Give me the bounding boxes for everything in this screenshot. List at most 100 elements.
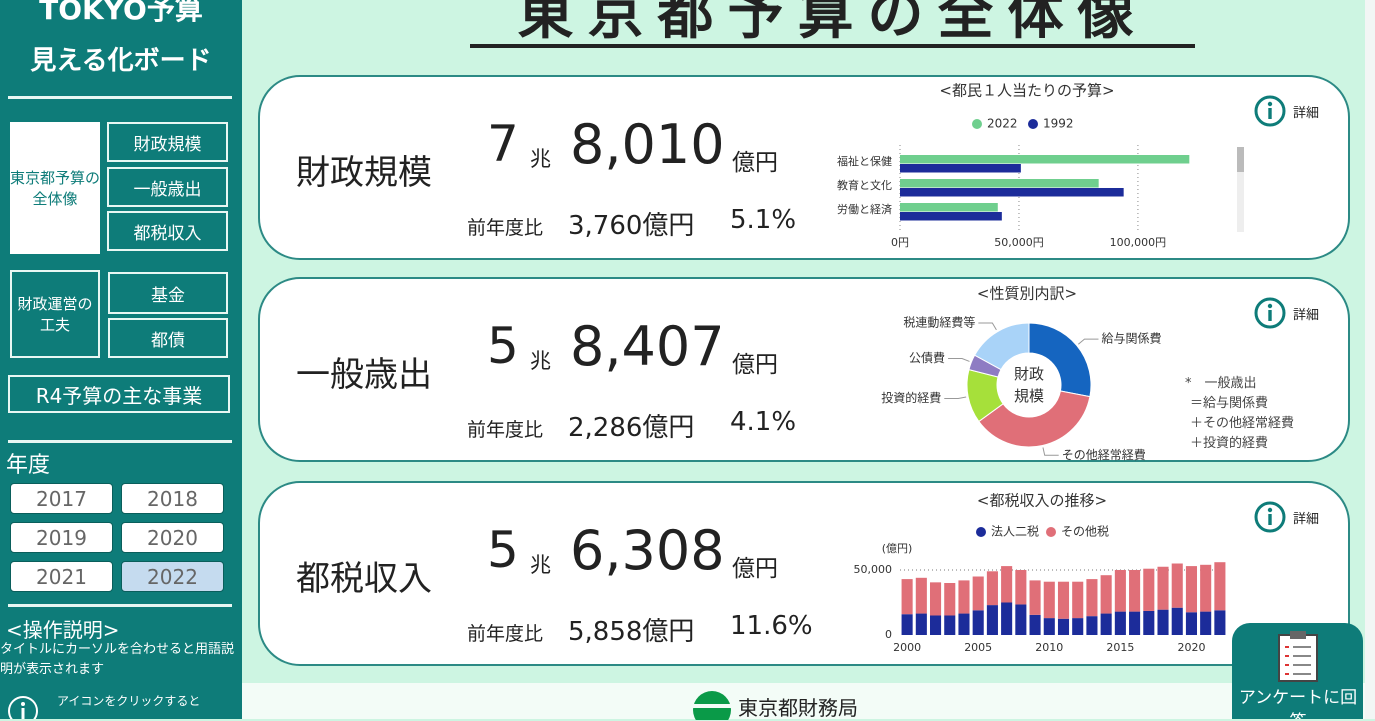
y-tick-label: 労働と経済 bbox=[837, 202, 892, 216]
icon-dot bbox=[1267, 101, 1273, 107]
y-axis-label: (億円) bbox=[882, 542, 913, 555]
bar-segment bbox=[1029, 614, 1041, 635]
donut-slice bbox=[978, 390, 1091, 448]
bar-segment bbox=[1185, 612, 1198, 635]
y-tick-label: 0 bbox=[885, 628, 892, 641]
year-button[interactable]: 2020 bbox=[121, 522, 224, 553]
chart: <都税収入の推移> 法人二税 その他税 (億円) 0 50,000 2000 2005 2010… bbox=[854, 492, 1227, 654]
bar-segment bbox=[1086, 579, 1098, 617]
year-button[interactable]: 2019 bbox=[10, 522, 113, 553]
bar-segment bbox=[1157, 566, 1169, 610]
feature-button[interactable]: R4予算の主な事業 bbox=[8, 375, 230, 413]
summary-card: 都税収入 5 兆 6,308 億円 前年度比 5,858億円 11.6% 詳細 <都税収入の推移>… bbox=[258, 481, 1350, 666]
bar-segment bbox=[1015, 570, 1027, 605]
note-line: ＋投資的経費 bbox=[1190, 436, 1269, 451]
change-pct: 5.1% bbox=[730, 205, 797, 235]
unit-trillion: 兆 bbox=[530, 349, 551, 373]
x-tick-label: 2000 bbox=[893, 641, 921, 654]
survey-text: アンケートに回答 bbox=[1238, 688, 1358, 719]
leader-line bbox=[1042, 447, 1059, 456]
survey-icon bbox=[1278, 631, 1318, 682]
legend-marker bbox=[972, 119, 982, 129]
bar-segment bbox=[944, 615, 956, 635]
sidebar-title: TOKYO予算 bbox=[39, 0, 203, 26]
nav-item[interactable]: 財政規模 bbox=[107, 122, 228, 162]
bar-segment bbox=[929, 582, 942, 616]
nav-group[interactable]: 東京都予算の全体像 bbox=[10, 122, 100, 254]
footer-org: 東京都財務局 bbox=[738, 696, 858, 720]
bar-segment bbox=[1072, 618, 1084, 635]
detail-label: 詳細 bbox=[1293, 512, 1320, 527]
bar-segment bbox=[929, 615, 942, 635]
change-amount: 2,286億円 bbox=[568, 413, 695, 443]
unit-trillion: 兆 bbox=[530, 553, 551, 577]
chart-title: <都税収入の推移> bbox=[977, 492, 1107, 510]
change-pct: 4.1% bbox=[730, 407, 797, 437]
bar-segment bbox=[1100, 613, 1112, 635]
chart: <都民１人当たりの予算> 2022 1992 0円 50,000円 100,000円 福祉と… bbox=[837, 82, 1244, 249]
y-tick-label: 50,000 bbox=[854, 563, 893, 576]
icon-dot bbox=[1267, 507, 1273, 513]
leader-line bbox=[948, 357, 970, 362]
bar-segment bbox=[1214, 610, 1226, 635]
slice-label: 税連動経費等 bbox=[903, 315, 975, 330]
bar-segment bbox=[1057, 581, 1070, 619]
detail-icon[interactable] bbox=[1253, 94, 1287, 128]
year-button[interactable]: 2021 bbox=[10, 561, 113, 592]
icon-stem bbox=[1268, 514, 1272, 525]
slice-label: 公債費 bbox=[909, 350, 945, 365]
summary-card: 財政規模 7 兆 8,010 億円 前年度比 3,760億円 5.1% 詳細 <都民１人当たりの予… bbox=[258, 75, 1350, 260]
detail-icon[interactable] bbox=[1253, 296, 1287, 330]
x-tick-label: 0円 bbox=[891, 236, 909, 249]
bar-segment bbox=[1015, 604, 1027, 635]
bar-segment bbox=[972, 610, 984, 635]
bar-segment bbox=[1100, 575, 1112, 614]
amount-trillion: 5 bbox=[487, 317, 519, 375]
nav-group[interactable]: 財政運営の工夫 bbox=[10, 270, 100, 358]
bar-segment bbox=[1114, 611, 1126, 635]
note-line: ＋その他経常経費 bbox=[1190, 416, 1295, 431]
unit-oku: 億円 bbox=[732, 352, 778, 378]
survey-button[interactable]: アンケートに回答 bbox=[1232, 623, 1363, 719]
help-text: タイトルにカーソルを合わせると用語説明が表示されます bbox=[0, 642, 235, 677]
edge bbox=[1365, 0, 1375, 719]
bar-segment bbox=[986, 571, 998, 606]
unit-oku: 億円 bbox=[732, 556, 778, 582]
leader-line bbox=[944, 396, 967, 399]
bar-segment bbox=[1029, 580, 1041, 615]
bar-segment bbox=[1185, 566, 1198, 613]
bar bbox=[900, 188, 1124, 197]
legend-label: その他税 bbox=[1061, 525, 1109, 539]
icon-stem bbox=[1268, 310, 1272, 321]
x-tick-label: 2005 bbox=[964, 641, 992, 654]
bar-segment bbox=[958, 613, 970, 635]
icon-dot bbox=[1267, 303, 1273, 309]
nav-item[interactable]: 一般歳出 bbox=[107, 167, 228, 207]
year-button[interactable]: 2018 bbox=[121, 483, 224, 514]
bar-segment bbox=[1171, 563, 1183, 608]
y-tick-label: 福祉と保健 bbox=[837, 154, 892, 168]
legend-label: 1992 bbox=[1043, 117, 1074, 131]
nav-item[interactable]: 都債 bbox=[108, 318, 228, 358]
chart-title: <都民１人当たりの予算> bbox=[939, 82, 1114, 100]
bar bbox=[900, 179, 1099, 188]
icon-ring bbox=[1254, 95, 1286, 127]
bar-segment bbox=[901, 579, 913, 615]
amount-oku: 8,407 bbox=[570, 315, 725, 378]
nav-item[interactable]: 基金 bbox=[108, 272, 228, 314]
year-button[interactable]: 2022 bbox=[121, 561, 224, 592]
change-amount: 3,760億円 bbox=[568, 211, 695, 241]
nav-item[interactable]: 都税収入 bbox=[107, 211, 228, 251]
year-button[interactable]: 2017 bbox=[10, 483, 113, 514]
donut-center: 財政規模 bbox=[1013, 365, 1044, 405]
slice-label: 投資的経費 bbox=[881, 390, 941, 405]
card-label: 一般歳出 bbox=[296, 355, 432, 395]
comparison-label: 前年度比 bbox=[467, 419, 544, 441]
detail-icon[interactable] bbox=[1253, 500, 1287, 534]
bar-segment bbox=[1143, 610, 1155, 635]
detail-label: 詳細 bbox=[1293, 106, 1320, 121]
bar-segment bbox=[1129, 570, 1141, 612]
icon-ring bbox=[1254, 297, 1286, 329]
